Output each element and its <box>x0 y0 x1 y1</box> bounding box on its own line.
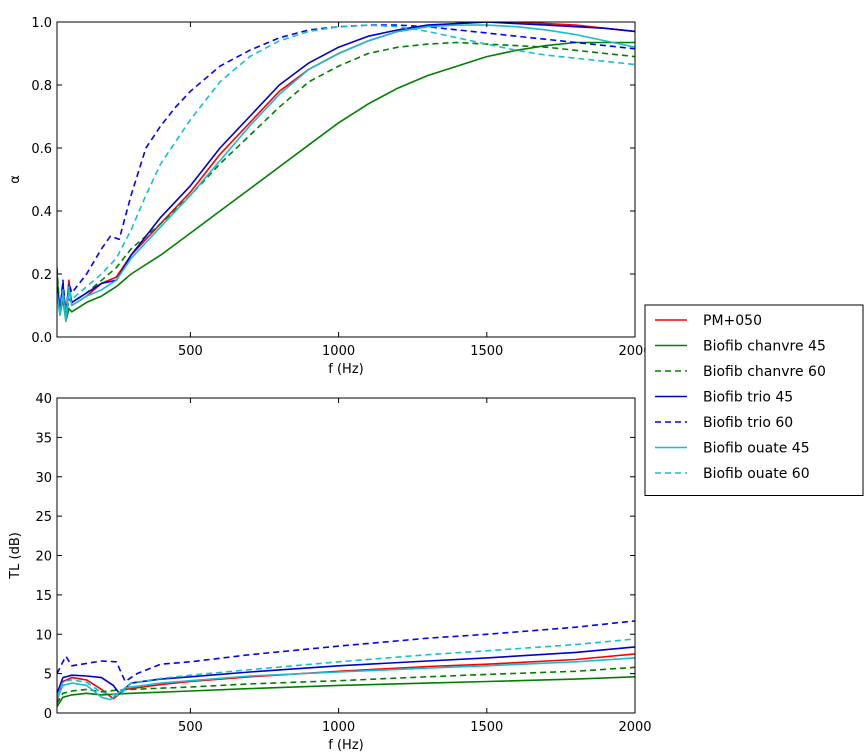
alpha-ytick-label-3: 0.6 <box>31 142 52 157</box>
legend-label-5: Biofib ouate 45 <box>703 441 810 457</box>
alpha-xtick-label-1: 1000 <box>322 344 355 359</box>
legend-label-2: Biofib chanvre 60 <box>703 364 826 380</box>
tl-series-line-2 <box>57 666 635 704</box>
tl-plot: 500 1000 1500 2000 0 5 10 15 20 25 30 35 40 f (Hz) TL … <box>8 392 652 753</box>
tl-ylabel: TL (dB) <box>8 532 23 580</box>
alpha-ytick-label-0: 0.0 <box>31 331 52 346</box>
tl-series-line-0 <box>57 653 635 702</box>
tl-ytick-label-2: 10 <box>35 628 52 643</box>
tl-xtick-label-0: 500 <box>178 720 203 735</box>
tl-series-line-5 <box>57 657 635 701</box>
tl-ytick-label-4: 20 <box>35 550 52 565</box>
alpha-plot: 500 1000 1500 2000 0.0 0.2 0.4 0.6 0.8 1.0 f (Hz) α <box>8 16 652 377</box>
alpha-ytick-label-4: 0.8 <box>31 79 52 94</box>
alpha-ytick-label-1: 0.2 <box>31 268 52 283</box>
alpha-xlabel: f (Hz) <box>328 362 363 377</box>
tl-xtick-label-2: 1500 <box>470 720 503 735</box>
alpha-ytick-label-5: 1.0 <box>31 16 52 31</box>
tl-series-group <box>57 620 635 708</box>
tl-ytick-label-1: 5 <box>44 668 52 683</box>
alpha-series-line-2 <box>57 41 635 319</box>
tl-ytick-label-7: 35 <box>35 431 52 446</box>
tl-series-line-6 <box>57 638 635 698</box>
alpha-series-line-6 <box>57 24 635 319</box>
tl-series-line-3 <box>57 646 635 695</box>
tl-series-line-4 <box>57 620 635 683</box>
alpha-xtick-label-0: 500 <box>178 344 203 359</box>
legend-label-3: Biofib trio 45 <box>703 390 793 406</box>
legend: PM+050 Biofib chanvre 45 Biofib chanvre 60… <box>644 304 864 496</box>
legend-label-4: Biofib trio 60 <box>703 415 793 431</box>
tl-series-line-1 <box>57 676 635 708</box>
tl-ytick-label-5: 25 <box>35 510 52 525</box>
legend-label-1: Biofib chanvre 45 <box>703 339 826 355</box>
alpha-series-group <box>57 22 635 323</box>
legend-label-6: Biofib ouate 60 <box>703 466 810 482</box>
alpha-xtick-label-3: 2000 <box>618 344 651 359</box>
legend-label-0: PM+050 <box>703 313 762 329</box>
alpha-series-line-1 <box>57 41 635 323</box>
tl-ytick-label-6: 30 <box>35 471 52 486</box>
alpha-series-line-3 <box>57 22 635 319</box>
tl-ytick-label-8: 40 <box>35 392 52 407</box>
tl-ytick-label-0: 0 <box>44 707 52 722</box>
tl-xlabel: f (Hz) <box>328 738 363 753</box>
tl-ytick-label-3: 15 <box>35 589 52 604</box>
alpha-xtick-label-2: 1500 <box>470 344 503 359</box>
alpha-series-line-0 <box>57 22 635 319</box>
legend-box <box>644 304 864 496</box>
alpha-axes-frame <box>56 21 636 338</box>
alpha-series-line-5 <box>57 24 635 323</box>
alpha-ytick-label-2: 0.4 <box>31 205 52 220</box>
tl-xtick-label-1: 1000 <box>322 720 355 735</box>
alpha-series-line-4 <box>57 24 635 316</box>
tl-xtick-label-3: 2000 <box>618 720 651 735</box>
alpha-ylabel: α <box>8 175 23 184</box>
